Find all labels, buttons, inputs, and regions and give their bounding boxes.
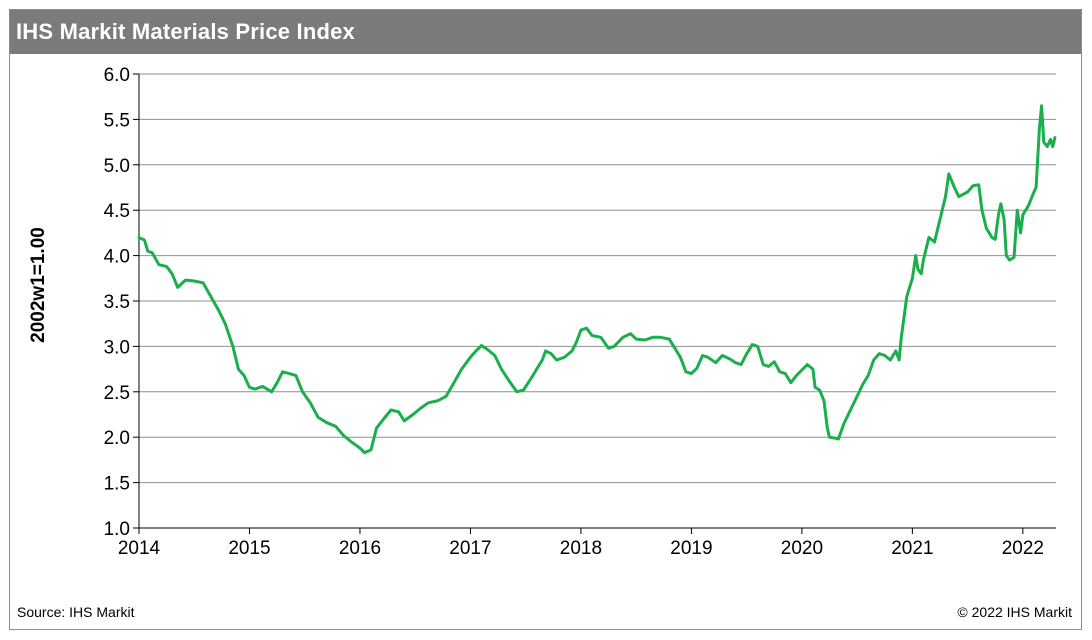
y-tick-label: 3.5	[104, 292, 130, 313]
x-tick-label: 2022	[1002, 538, 1044, 559]
y-tick-label: 2.0	[104, 428, 130, 449]
x-tick-label: 2014	[118, 538, 161, 559]
x-tick-label: 2018	[560, 538, 602, 559]
chart-title: IHS Markit Materials Price Index	[16, 19, 355, 44]
y-tick-label: 3.0	[104, 337, 130, 358]
copyright-note: © 2022 IHS Markit	[957, 604, 1072, 620]
x-tick-label: 2020	[781, 538, 823, 559]
y-tick-label: 5.5	[104, 110, 130, 131]
chart-title-bar: IHS Markit Materials Price Index	[10, 10, 1081, 54]
gridlines	[139, 73, 1056, 484]
line-chart: 1.0 1.5 2.0 2.5 3.0 3.5 4.0 4.5 5.0 5.5 6.0 2014 201…	[28, 65, 1057, 559]
y-tick-label: 1.0	[104, 519, 130, 540]
x-tick-label: 2015	[228, 538, 270, 559]
axes	[133, 73, 1056, 534]
y-axis-label: 2002w1=1.00	[28, 227, 49, 343]
source-note: Source: IHS Markit	[17, 604, 135, 620]
chart-frame: IHS Markit Materials Price Index 1.0 1.5 2…	[9, 9, 1082, 630]
y-tick-label: 6.0	[104, 65, 130, 86]
y-tick-label: 1.5	[104, 474, 130, 495]
y-tick-label: 4.0	[104, 247, 130, 268]
x-tick-label: 2021	[891, 538, 933, 559]
x-tick-label: 2017	[449, 538, 491, 559]
x-tick-label: 2019	[670, 538, 712, 559]
series-layer	[137, 104, 1057, 455]
y-tick-label: 5.0	[104, 156, 130, 177]
y-tick-label: 2.5	[104, 383, 130, 404]
y-tick-label: 4.5	[104, 201, 130, 222]
tick-labels: 1.0 1.5 2.0 2.5 3.0 3.5 4.0 4.5 5.0 5.5 6.0 2014 201…	[104, 65, 1044, 559]
series-line	[137, 104, 1057, 455]
x-tick-label: 2016	[339, 538, 381, 559]
